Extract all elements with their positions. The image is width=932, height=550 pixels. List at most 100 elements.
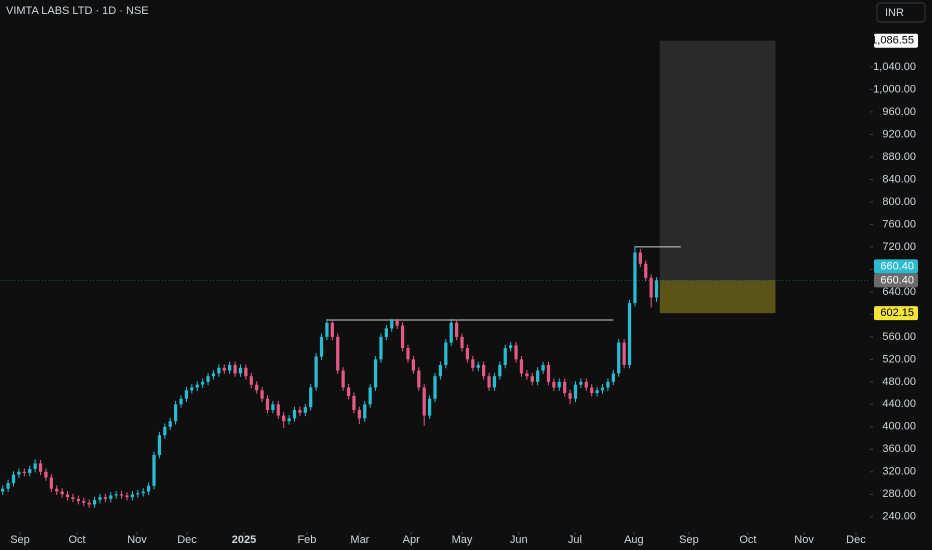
- candle-body: [438, 364, 443, 377]
- candle-body: [654, 280, 659, 298]
- candle-body: [341, 370, 345, 388]
- candle-body: [92, 499, 97, 505]
- candle-body: [244, 367, 248, 377]
- candle-body: [465, 348, 470, 360]
- y-tick-label: 920.00: [882, 128, 916, 140]
- candle-body: [55, 488, 59, 492]
- candle-body: [179, 398, 183, 405]
- y-tick-label: 1,040.00: [873, 61, 916, 73]
- candle-body: [44, 471, 48, 478]
- candle-body: [579, 381, 583, 385]
- y-tick-label: 640.00: [882, 286, 916, 298]
- candle-body: [525, 373, 529, 377]
- y-tick-label: 400.00: [882, 421, 916, 433]
- candle-body: [211, 373, 216, 377]
- candle-body: [82, 501, 86, 503]
- candle-body: [152, 454, 156, 486]
- candle-body: [130, 494, 135, 498]
- candle-body: [471, 359, 475, 368]
- y-tick-label: 480.00: [882, 376, 916, 388]
- candle-body: [33, 463, 37, 470]
- y-tick-label: 840.00: [882, 173, 916, 185]
- x-tick-label: Dec: [177, 534, 197, 546]
- candle-body: [514, 345, 518, 360]
- candle-body: [38, 463, 43, 472]
- candle-body: [103, 497, 107, 499]
- candle-body: [336, 336, 340, 371]
- candle-body: [114, 494, 118, 496]
- candle-body: [644, 263, 648, 278]
- price-label: 660.40: [880, 274, 914, 286]
- x-tick-label: Jul: [568, 534, 582, 546]
- candle-body: [1, 488, 5, 492]
- chart-title: VIMTA LABS LTD · 1D · NSE: [6, 5, 149, 17]
- price-label: 1,086.55: [871, 35, 914, 47]
- candle-body: [17, 471, 21, 475]
- candle-body: [460, 336, 464, 349]
- candle-body: [622, 342, 626, 365]
- y-tick-label: 440.00: [882, 398, 916, 410]
- candle-body: [60, 491, 64, 495]
- y-tick-label: 800.00: [882, 196, 916, 208]
- candle-body: [617, 342, 621, 374]
- candle-body: [492, 376, 497, 388]
- candle-body: [109, 495, 113, 499]
- candle-body: [28, 469, 32, 473]
- candle-body: [136, 493, 140, 495]
- candle-body: [98, 497, 102, 500]
- candle-body: [627, 303, 632, 365]
- candle-body: [384, 328, 388, 337]
- candle-body: [400, 325, 405, 349]
- price-label-box: [874, 306, 918, 321]
- target-zone: [659, 40, 776, 281]
- y-tick-label: 280.00: [882, 488, 916, 500]
- candle-body: [49, 477, 53, 489]
- candle-body: [217, 367, 221, 374]
- candle-body: [174, 404, 178, 422]
- x-tick-label: Aug: [624, 534, 644, 546]
- candle-body: [482, 364, 486, 377]
- candle-body: [265, 398, 270, 410]
- candle-body: [11, 474, 16, 484]
- candle-body: [146, 485, 151, 492]
- candle-body: [255, 384, 259, 391]
- candle-body: [584, 381, 588, 388]
- candle-body: [206, 376, 210, 382]
- candle-body: [563, 381, 567, 394]
- candle-body: [298, 409, 302, 413]
- candle-body: [357, 409, 361, 419]
- candle-body: [509, 345, 513, 349]
- candle-body: [76, 498, 80, 502]
- x-tick-label: Oct: [739, 534, 756, 546]
- candle-body: [373, 359, 378, 388]
- candle-body: [314, 356, 318, 388]
- candle-body: [590, 387, 594, 394]
- x-tick-label: Sep: [10, 534, 30, 546]
- candle-body: [249, 376, 253, 385]
- candle-body: [568, 393, 572, 399]
- candle-body: [292, 409, 297, 419]
- candle-body: [330, 322, 334, 337]
- candle-body: [309, 387, 313, 408]
- candle-body: [346, 387, 351, 396]
- candle-body: [487, 376, 491, 388]
- y-tick-label: 360.00: [882, 443, 916, 455]
- candle-body: [233, 364, 237, 374]
- candle-body: [417, 370, 421, 388]
- candle-body: [65, 494, 70, 498]
- candle-body: [271, 404, 275, 410]
- candle-body: [368, 387, 372, 405]
- candle-body: [363, 404, 367, 419]
- x-tick-label: Nov: [794, 534, 814, 546]
- currency-box[interactable]: [876, 2, 926, 23]
- price-label-box: [874, 259, 918, 274]
- candle-body: [319, 336, 324, 357]
- candle-body: [573, 384, 578, 399]
- candle-body: [71, 497, 75, 499]
- candle-body: [168, 421, 172, 427]
- currency[interactable]: INR: [885, 7, 904, 19]
- price-label: 602.15: [880, 307, 914, 319]
